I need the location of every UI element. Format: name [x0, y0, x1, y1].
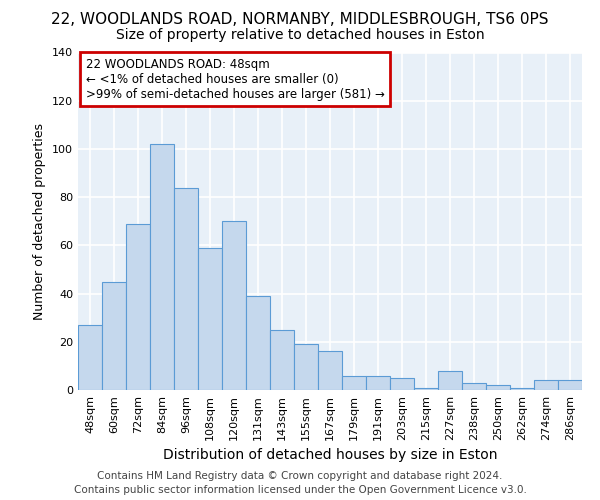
Text: Size of property relative to detached houses in Eston: Size of property relative to detached ho…: [116, 28, 484, 42]
Bar: [126, 224, 150, 390]
Bar: [174, 188, 198, 390]
Bar: [102, 282, 126, 390]
Text: 22, WOODLANDS ROAD, NORMANBY, MIDDLESBROUGH, TS6 0PS: 22, WOODLANDS ROAD, NORMANBY, MIDDLESBRO…: [51, 12, 549, 28]
Bar: [318, 352, 342, 390]
Bar: [390, 378, 414, 390]
Bar: [150, 144, 174, 390]
Text: 22 WOODLANDS ROAD: 48sqm
← <1% of detached houses are smaller (0)
>99% of semi-d: 22 WOODLANDS ROAD: 48sqm ← <1% of detach…: [86, 58, 385, 100]
Bar: [438, 370, 462, 390]
Text: Contains HM Land Registry data © Crown copyright and database right 2024.
Contai: Contains HM Land Registry data © Crown c…: [74, 471, 526, 495]
X-axis label: Distribution of detached houses by size in Eston: Distribution of detached houses by size …: [163, 448, 497, 462]
Bar: [342, 376, 366, 390]
Bar: [198, 248, 222, 390]
Bar: [246, 296, 270, 390]
Bar: [558, 380, 582, 390]
Bar: [222, 221, 246, 390]
Bar: [294, 344, 318, 390]
Bar: [270, 330, 294, 390]
Bar: [414, 388, 438, 390]
Bar: [462, 383, 486, 390]
Bar: [534, 380, 558, 390]
Bar: [366, 376, 390, 390]
Bar: [510, 388, 534, 390]
Bar: [78, 325, 102, 390]
Bar: [486, 385, 510, 390]
Y-axis label: Number of detached properties: Number of detached properties: [34, 122, 46, 320]
